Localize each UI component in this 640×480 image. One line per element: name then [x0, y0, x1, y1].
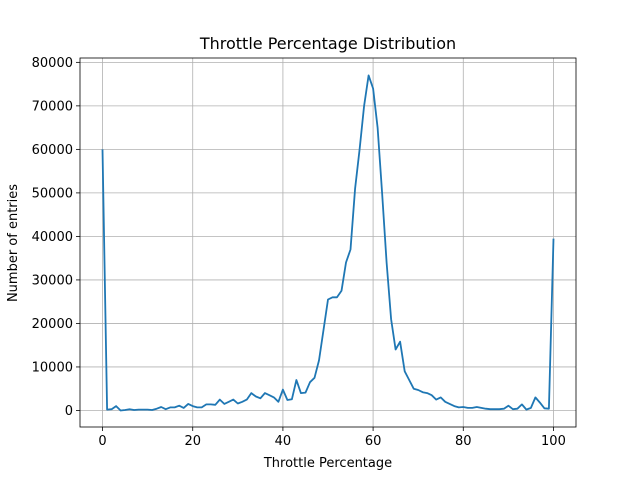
y-axis-label: Number of entries [6, 184, 21, 302]
x-tick-label: 20 [184, 434, 201, 449]
y-tick-label: 70000 [32, 99, 73, 114]
x-tick-label: 0 [98, 434, 106, 449]
plot-frame [79, 57, 577, 428]
series-line [101, 74, 555, 412]
x-tick-label: 80 [455, 434, 472, 449]
y-tick-label: 60000 [32, 143, 73, 158]
x-tick-label: 40 [275, 434, 292, 449]
chart-title: Throttle Percentage Distribution [199, 34, 456, 53]
y-tick-label: 50000 [32, 186, 73, 201]
grid [80, 58, 576, 427]
y-tick-label: 30000 [32, 273, 73, 288]
x-axis-label: Throttle Percentage [263, 456, 392, 471]
axis-ticks: 0 20 40 60 80 100 0 10000 20000 30000 40000 50000 60… [32, 56, 566, 449]
y-tick-label: 40000 [32, 230, 73, 245]
x-tick-label: 100 [541, 434, 566, 449]
y-tick-label: 10000 [32, 360, 73, 375]
y-tick-label: 20000 [32, 317, 73, 332]
y-tick-label: 0 [65, 404, 73, 419]
x-tick-label: 60 [365, 434, 382, 449]
y-tick-label: 80000 [32, 56, 73, 71]
